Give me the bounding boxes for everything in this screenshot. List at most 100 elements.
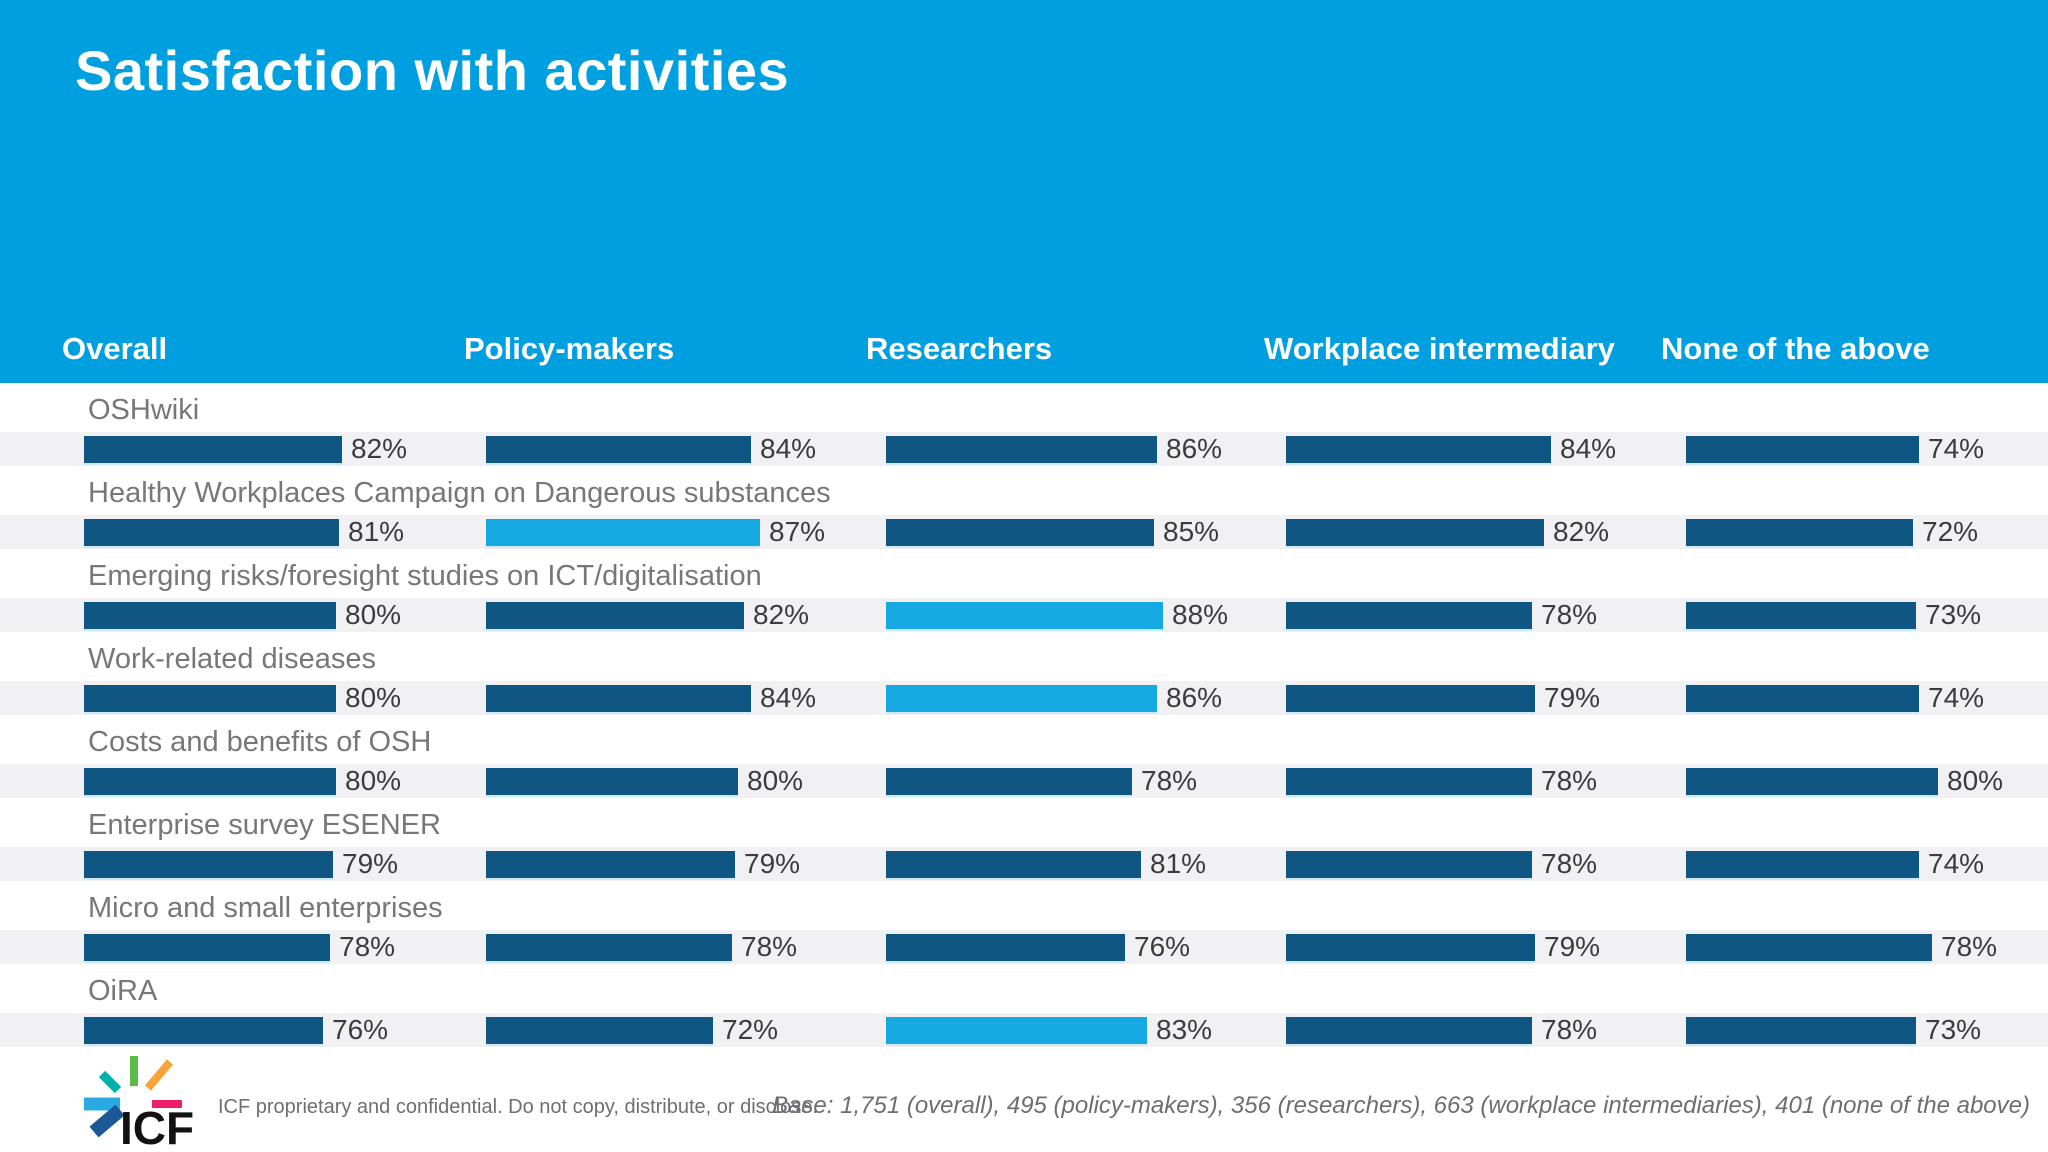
- bar: [886, 933, 1125, 961]
- bar-cell: 86%: [886, 681, 1222, 715]
- activity-label: OiRA: [88, 975, 158, 1007]
- bar-value: 84%: [760, 433, 817, 464]
- page-title: Satisfaction with activities: [75, 39, 790, 102]
- column-header: None of the above: [1661, 331, 1930, 366]
- chart-row: Healthy Workplaces Campaign on Dangerous…: [0, 466, 2048, 549]
- bar: [1686, 933, 1932, 961]
- bar-cell: 73%: [1686, 598, 1981, 632]
- bar-cell: 74%: [1686, 847, 1984, 881]
- row-stripe: 79% 79% 81% 78% 74%: [0, 847, 2048, 881]
- column-header: Policy-makers: [464, 331, 675, 366]
- bar-value: 88%: [1172, 599, 1229, 630]
- row-stripe: 78% 78% 76% 79% 78%: [0, 930, 2048, 964]
- activity-label: Micro and small enterprises: [88, 892, 443, 924]
- bar-cell: 84%: [486, 681, 816, 715]
- row-stripe: 80% 84% 86% 79% 74%: [0, 681, 2048, 715]
- bar-value: 82%: [753, 599, 810, 630]
- bar-cell: 78%: [1286, 598, 1597, 632]
- bar-cell: 80%: [84, 764, 401, 798]
- bar-cell: 88%: [886, 598, 1228, 632]
- bar-value: 72%: [1922, 516, 1979, 547]
- activity-label: Emerging risks/foresight studies on ICT/…: [88, 560, 762, 592]
- bar-highlighted: [886, 601, 1163, 629]
- bar: [1686, 1016, 1916, 1044]
- bar-value: 84%: [760, 682, 817, 713]
- column-header: Overall: [62, 331, 168, 366]
- bar: [84, 1016, 323, 1044]
- bar: [486, 933, 732, 961]
- bar: [84, 767, 336, 795]
- bar-value: 79%: [744, 848, 801, 879]
- bar-highlighted: [886, 684, 1157, 712]
- bar-cell: 82%: [84, 432, 407, 466]
- bar-cell: 80%: [1686, 764, 2003, 798]
- bar-cell: 78%: [1286, 847, 1597, 881]
- bar-cell: 76%: [84, 1013, 388, 1047]
- bar: [486, 850, 735, 878]
- bar-value: 78%: [1541, 1014, 1598, 1045]
- bar-value: 78%: [1941, 931, 1998, 962]
- bar: [1686, 601, 1916, 629]
- bar: [486, 601, 744, 629]
- bar-value: 79%: [342, 848, 399, 879]
- bar: [1286, 1016, 1532, 1044]
- bar-value: 83%: [1156, 1014, 1213, 1045]
- bar-cell: 72%: [486, 1013, 778, 1047]
- activity-label: Enterprise survey ESENER: [88, 809, 441, 841]
- bar: [1286, 767, 1532, 795]
- bar-value: 78%: [339, 931, 396, 962]
- bar-cell: 82%: [1286, 515, 1609, 549]
- bar: [886, 518, 1154, 546]
- bar: [1686, 850, 1919, 878]
- bar-value: 78%: [1541, 765, 1598, 796]
- chart-row: Micro and small enterprises 78% 78% 76% 79% 7…: [0, 881, 2048, 964]
- chart-row: Work-related diseases 80% 84% 86% 79% 74%: [0, 632, 2048, 715]
- bar-cell: 87%: [486, 515, 825, 549]
- activity-label: Work-related diseases: [88, 643, 376, 675]
- bar: [886, 850, 1141, 878]
- bar: [1686, 518, 1913, 546]
- bar-cell: 78%: [486, 930, 797, 964]
- bar: [886, 435, 1157, 463]
- bar-cell: 78%: [1286, 764, 1597, 798]
- bar: [486, 684, 751, 712]
- bar: [84, 601, 336, 629]
- bar-cell: 79%: [486, 847, 800, 881]
- bar-cell: 80%: [84, 598, 401, 632]
- bar-cell: 74%: [1686, 681, 1984, 715]
- logo-ray-teal-icon: [98, 1070, 122, 1094]
- bar-cell: 79%: [1286, 930, 1600, 964]
- bar: [84, 518, 339, 546]
- bar-cell: 78%: [1686, 930, 1997, 964]
- row-stripe: 80% 80% 78% 78% 80%: [0, 764, 2048, 798]
- bar-value: 84%: [1560, 433, 1617, 464]
- bar-value: 73%: [1925, 599, 1982, 630]
- footer: ICF ICF proprietary and confidential. Do…: [0, 1048, 2048, 1152]
- bar: [1286, 601, 1532, 629]
- logo-ray-navy-icon: [89, 1104, 125, 1138]
- activity-label: OSHwiki: [88, 394, 200, 426]
- row-stripe: 82% 84% 86% 84% 74%: [0, 432, 2048, 466]
- bar-value: 73%: [1925, 1014, 1982, 1045]
- confidentiality-note: ICF proprietary and confidential. Do not…: [218, 1096, 818, 1118]
- bar-cell: 84%: [1286, 432, 1616, 466]
- bar-cell: 72%: [1686, 515, 1978, 549]
- bar-cell: 85%: [886, 515, 1219, 549]
- bar-value: 82%: [1553, 516, 1610, 547]
- bar-cell: 73%: [1686, 1013, 1981, 1047]
- bar: [84, 850, 333, 878]
- bar: [84, 684, 336, 712]
- bar: [1286, 850, 1532, 878]
- column-header: Researchers: [866, 331, 1053, 366]
- bar-highlighted: [886, 1016, 1147, 1044]
- bar-cell: 80%: [84, 681, 401, 715]
- bar-value: 79%: [1544, 931, 1601, 962]
- bar-value: 81%: [348, 516, 405, 547]
- base-sample-note: Base: 1,751 (overall), 495 (policy-maker…: [772, 1092, 2030, 1119]
- logo-ray-orange-icon: [144, 1059, 174, 1091]
- bar-value: 72%: [722, 1014, 779, 1045]
- bar: [486, 435, 751, 463]
- bar: [886, 767, 1132, 795]
- bar: [1286, 518, 1544, 546]
- bar: [1686, 435, 1919, 463]
